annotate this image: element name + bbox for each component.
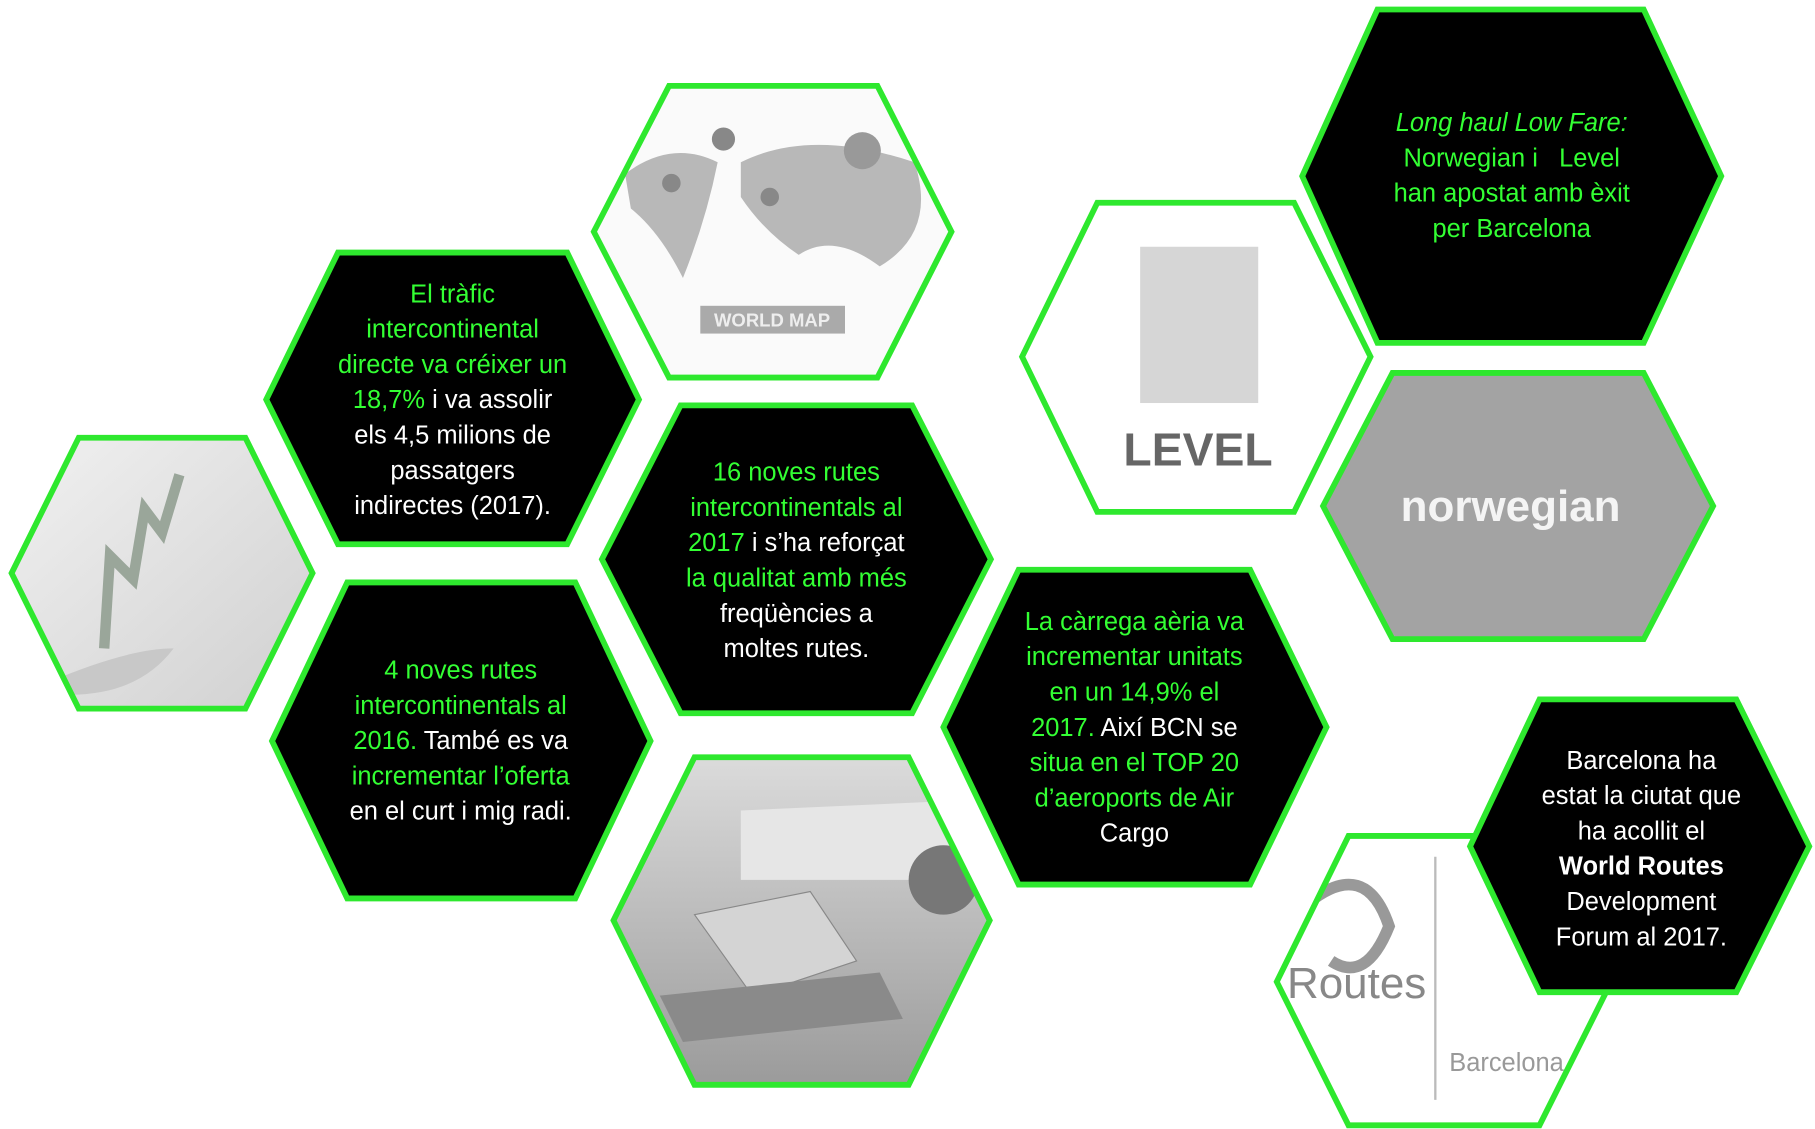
- text-span: World Routes: [1559, 853, 1724, 881]
- text-line: freqüències a: [720, 600, 874, 628]
- text-span: La càrrega aèria va: [1025, 608, 1245, 636]
- text-span: i va assolir: [425, 386, 553, 414]
- text-span: d’aeroports de Air: [1035, 784, 1235, 812]
- text-span: Long haul Low Fare:: [1396, 109, 1628, 137]
- text-span: situa en el TOP 20: [1030, 749, 1239, 777]
- text-span: per Barcelona: [1432, 215, 1591, 243]
- text-line: 4 noves rutes: [384, 657, 537, 685]
- text-line: intercontinentals al: [690, 494, 902, 522]
- text-line: indirectes (2017).: [354, 492, 551, 520]
- text-line: 18,7% i va assolir: [353, 386, 553, 414]
- text-span: i s’ha reforçat: [745, 529, 905, 557]
- text-line: Norwegian i Level: [1403, 144, 1619, 172]
- text-span: la qualitat amb més: [686, 564, 907, 592]
- text-line: estat la ciutat que: [1542, 782, 1742, 810]
- text-span: Development: [1566, 888, 1716, 916]
- text-span: incrementar l’oferta: [352, 762, 571, 790]
- text-span: 18,7%: [353, 386, 425, 414]
- text-line: situa en el TOP 20: [1030, 749, 1239, 777]
- text-line: moltes rutes.: [724, 635, 870, 663]
- hexagon: [1302, 9, 1721, 342]
- infographic: WORLD MAP LEVEL norwegian Routes Barcelo…: [0, 0, 1815, 1129]
- text-span: 2017: [688, 529, 745, 557]
- text-line: Long haul Low Fare:: [1396, 109, 1628, 137]
- text-span: intercontinental: [366, 316, 539, 344]
- text-line: passatgers: [390, 457, 515, 485]
- text-span: El tràfic: [410, 280, 495, 308]
- level-logo: [1140, 247, 1258, 403]
- text-line: ha acollit el: [1578, 817, 1705, 845]
- text-line: incrementar l’oferta: [352, 762, 571, 790]
- text-line: d’aeroports de Air: [1035, 784, 1235, 812]
- text-span: ha acollit el: [1578, 817, 1705, 845]
- text-line: World Routes: [1559, 853, 1724, 881]
- text-span: 16 noves rutes: [713, 459, 880, 487]
- text-span: També es va: [417, 727, 569, 755]
- text-span: els 4,5 milions de: [354, 422, 551, 450]
- text-line: 16 noves rutes: [713, 459, 880, 487]
- text-span: 2017.: [1031, 714, 1095, 742]
- text-line: 2017 i s’ha reforçat: [688, 529, 904, 557]
- text-line: directe va créixer un: [338, 351, 567, 379]
- text-span: passatgers: [390, 457, 515, 485]
- growth-image: [0, 428, 324, 717]
- text-line: Forum al 2017.: [1556, 923, 1727, 951]
- text-line: Barcelona ha: [1566, 747, 1717, 775]
- text-span: 4 noves rutes: [384, 657, 537, 685]
- cargo-image: [608, 753, 996, 1089]
- text-span: Barcelona ha: [1566, 747, 1717, 775]
- text-line: intercontinentals al: [355, 692, 567, 720]
- page: WORLD MAP LEVEL norwegian Routes Barcelo…: [0, 0, 1815, 1129]
- text-span: Norwegian i Level: [1403, 144, 1619, 172]
- text-span: han apostat amb èxit: [1394, 180, 1630, 208]
- text-line: Cargo: [1100, 820, 1169, 848]
- routes-label: Routes: [1287, 959, 1426, 1008]
- text-span: en un 14,9% el: [1049, 679, 1219, 707]
- text-span: Així BCN se: [1095, 714, 1238, 742]
- text-line: El tràfic: [410, 280, 495, 308]
- world-map-label: WORLD MAP: [714, 310, 830, 331]
- text-line: la qualitat amb més: [686, 564, 907, 592]
- text-span: intercontinentals al: [690, 494, 902, 522]
- text-span: Forum al 2017.: [1556, 923, 1727, 951]
- text-line: intercontinental: [366, 316, 539, 344]
- text-line: incrementar unitats: [1026, 643, 1242, 671]
- text-span: freqüències a: [720, 600, 874, 628]
- text-span: en el curt i mig radi.: [350, 798, 572, 826]
- text-span: directe va créixer un: [338, 351, 567, 379]
- text-span: moltes rutes.: [724, 635, 870, 663]
- text-line: Development: [1566, 888, 1716, 916]
- text-span: incrementar unitats: [1026, 643, 1242, 671]
- text-span: intercontinentals al: [355, 692, 567, 720]
- text-line: en el curt i mig radi.: [350, 798, 572, 826]
- hexagon: [602, 405, 991, 713]
- text-line: els 4,5 milions de: [354, 422, 551, 450]
- text-span: Cargo: [1100, 820, 1169, 848]
- text-span: estat la ciutat que: [1542, 782, 1742, 810]
- norwegian-label: norwegian: [1401, 482, 1621, 531]
- text-line: en un 14,9% el: [1049, 679, 1219, 707]
- text-line: 2017. Així BCN se: [1031, 714, 1238, 742]
- text-line: 2016. També es va: [353, 727, 568, 755]
- text-span: 2016.: [353, 727, 417, 755]
- text-line: han apostat amb èxit: [1394, 180, 1630, 208]
- level-label: LEVEL: [1123, 424, 1272, 476]
- text-line: La càrrega aèria va: [1025, 608, 1245, 636]
- text-span: indirectes (2017).: [354, 492, 551, 520]
- text-line: per Barcelona: [1432, 215, 1591, 243]
